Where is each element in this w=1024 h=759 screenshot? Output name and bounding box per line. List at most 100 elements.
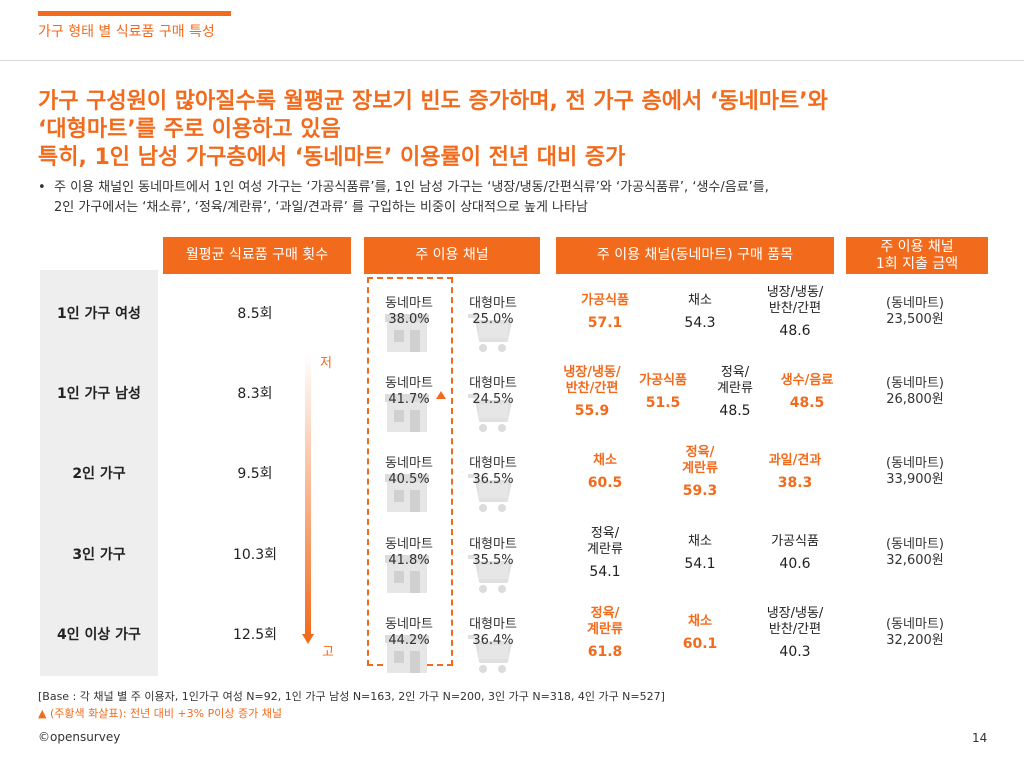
item-share-value: 40.6: [779, 556, 811, 572]
item-name-line: 계란류: [682, 461, 718, 476]
spend-amount: 32,600원: [886, 553, 944, 568]
row-label-column: [40, 270, 158, 676]
legend-note: ▲ (주황색 화살표): 전년 대비 +3% P이상 증가 채널: [38, 707, 282, 720]
item-name-line: 정육/: [720, 365, 750, 380]
increase-up-icon: [436, 391, 446, 399]
row-label: 3인 가구: [72, 547, 126, 563]
local-mart-share: 동네마트 44.2%: [369, 617, 449, 649]
item-share-value: 60.1: [682, 636, 718, 652]
large-mart-share: 대형마트 24.5%: [453, 376, 533, 408]
bullet-line-2: 2인 가구에서는 ‘채소류’, ‘정육/계란류’, ‘과일/견과류’ 를 구입하…: [54, 200, 588, 215]
section-title: 가구 형태 별 식료품 구매 특성: [38, 24, 215, 40]
bullet-line-1: 주 이용 채널인 동네마트에서 1인 여성 가구는 ‘가공식품류’를, 1인 남…: [54, 180, 769, 195]
item-share-value: 51.5: [645, 395, 681, 411]
row-label: 1인 가구 남성: [57, 386, 141, 402]
large-mart-share: 대형마트 25.0%: [453, 296, 533, 328]
purchase-item: 채소 60.5: [565, 453, 645, 491]
headline-line-1: 가구 구성원이 많아질수록 월평균 장보기 빈도 증가하며, 전 가구 층에서 …: [38, 89, 828, 114]
purchase-item: 채소 54.1: [660, 534, 740, 572]
purchase-item: 정육/계란류 48.5: [695, 365, 775, 419]
col-header-spend: 주 이용 채널 1회 지출 금액: [846, 237, 988, 274]
spend-channel: (동네마트): [886, 617, 944, 632]
local-mart-share: 동네마트 40.5%: [369, 456, 449, 488]
item-name-line: 반찬/간편: [565, 381, 619, 396]
arrow-label-low: 저: [320, 356, 332, 371]
item-name-line: 채소: [593, 453, 617, 468]
headline-line-2: ‘대형마트’를 주로 이용하고 있음: [38, 117, 341, 142]
large-mart-label: 대형마트: [469, 296, 517, 311]
col-header-spend-line-2: 1회 지출 금액: [875, 255, 959, 272]
item-share-value: 38.3: [777, 475, 813, 491]
monthly-frequency: 12.5회: [232, 627, 278, 643]
large-mart-share: 대형마트 35.5%: [453, 537, 533, 569]
local-mart-share: 동네마트 38.0%: [369, 296, 449, 328]
local-mart-share: 동네마트 41.7%: [369, 376, 449, 408]
spend-amount: 33,900원: [886, 472, 944, 487]
item-share-value: 60.5: [587, 475, 623, 491]
item-share-value: 48.6: [779, 323, 811, 339]
purchase-item: 가공식품 51.5: [623, 373, 703, 411]
item-name-line: 채소: [688, 293, 712, 308]
item-name-line: 과일/견과: [768, 453, 822, 468]
frequency-arrow: [305, 355, 311, 635]
row-label: 4인 이상 가구: [57, 627, 141, 643]
item-name-line: 정육/: [685, 445, 715, 460]
store-icon: [384, 390, 430, 436]
col-header-frequency: 월평균 식료품 구매 횟수: [163, 237, 351, 274]
item-name-line: 채소: [688, 614, 712, 629]
cart-icon: [466, 470, 513, 516]
header-divider: [0, 60, 1024, 61]
bullet-dot: •: [38, 180, 46, 195]
spend-per-visit: (동네마트) 32,600원: [855, 537, 975, 569]
local-mart-label: 동네마트: [385, 617, 433, 632]
purchase-item: 정육/계란류 61.8: [565, 606, 645, 660]
col-header-spend-line-1: 주 이용 채널: [880, 238, 954, 255]
purchase-item: 가공식품 57.1: [565, 293, 645, 331]
large-mart-value: 36.4%: [472, 633, 514, 648]
large-mart-share: 대형마트 36.4%: [453, 617, 533, 649]
row-label: 2인 가구: [72, 466, 126, 482]
spend-channel: (동네마트): [886, 376, 944, 391]
item-name-line: 냉장/냉동/: [766, 606, 824, 621]
item-name-line: 냉장/냉동/: [766, 285, 824, 300]
purchase-item: 정육/계란류 59.3: [660, 445, 740, 499]
spend-per-visit: (동네마트) 32,200원: [855, 617, 975, 649]
purchase-item: 채소 60.1: [660, 614, 740, 652]
purchase-item: 냉장/냉동/반찬/간편 48.6: [755, 285, 835, 339]
item-share-value: 61.8: [587, 644, 623, 660]
col-header-channel: 주 이용 채널: [364, 237, 540, 274]
spend-channel: (동네마트): [886, 456, 944, 471]
local-mart-label: 동네마트: [385, 456, 433, 471]
large-mart-value: 25.0%: [472, 312, 514, 327]
local-mart-value: 38.0%: [388, 312, 430, 327]
item-name-line: 계란류: [717, 381, 753, 396]
item-name-line: 생수/음료: [780, 373, 834, 388]
large-mart-value: 36.5%: [472, 472, 514, 487]
item-name-line: 가공식품: [639, 373, 687, 388]
local-mart-value: 44.2%: [388, 633, 430, 648]
spend-per-visit: (동네마트) 33,900원: [855, 456, 975, 488]
item-share-value: 40.3: [779, 644, 811, 660]
spend-channel: (동네마트): [886, 296, 944, 311]
page-number: 14: [972, 731, 988, 745]
item-share-value: 48.5: [789, 395, 825, 411]
store-icon: [384, 470, 430, 516]
spend-channel: (동네마트): [886, 537, 944, 552]
purchase-item: 냉장/냉동/반찬/간편 40.3: [755, 606, 835, 660]
item-name-line: 계란류: [587, 542, 623, 557]
large-mart-label: 대형마트: [469, 617, 517, 632]
item-share-value: 54.1: [589, 564, 621, 580]
local-mart-label: 동네마트: [385, 537, 433, 552]
store-icon: [384, 551, 430, 597]
monthly-frequency: 9.5회: [237, 466, 273, 482]
headline-line-3: 특히, 1인 남성 가구층에서 ‘동네마트’ 이용률이 전년 대비 증가: [38, 145, 626, 170]
arrow-down-icon: [302, 634, 314, 644]
item-name-line: 정육/: [590, 526, 620, 541]
item-share-value: 54.1: [684, 556, 716, 572]
spend-amount: 26,800원: [886, 392, 944, 407]
local-mart-label: 동네마트: [385, 296, 433, 311]
store-icon: [384, 631, 430, 677]
monthly-frequency: 8.3회: [237, 386, 273, 402]
cart-icon: [466, 310, 513, 356]
item-name-line: 계란류: [587, 622, 623, 637]
